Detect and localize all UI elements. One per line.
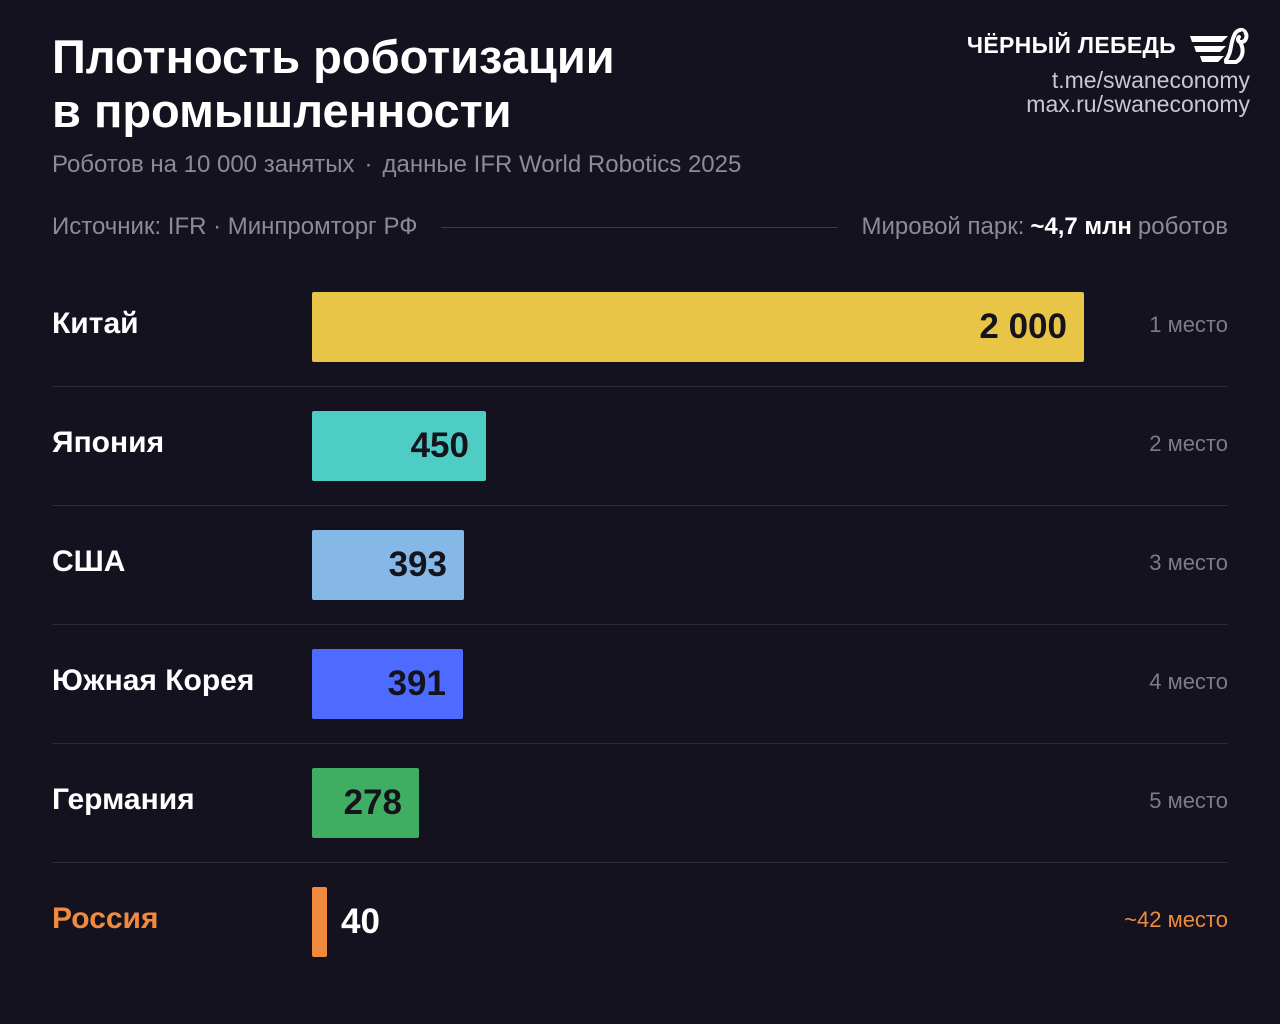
fleet-prefix: Мировой парк: [861, 213, 1025, 240]
swan-logo-icon [1190, 27, 1249, 64]
telegram-link[interactable]: t.me/swaneconomy [1051, 67, 1250, 93]
chart-row: Южная Корея 391 4 место [52, 625, 1228, 744]
rank-label: 5 место [1149, 788, 1228, 813]
max-link[interactable]: max.ru/swaneconomy [1026, 91, 1250, 117]
rank-label: 1 место [1149, 312, 1228, 337]
title-line-2: в промышленности [52, 84, 512, 137]
chart-row: Япония 450 2 место [52, 387, 1228, 506]
country-label: Россия [52, 902, 159, 935]
bar [312, 649, 463, 719]
country-label: Япония [52, 426, 165, 459]
meta-divider [441, 226, 838, 228]
brand-header: ЧЁРНЫЙ ЛЕБЕДЬ [967, 22, 1250, 68]
country-label: Китай [52, 307, 139, 340]
page-subtitle: Роботов на 10 000 занятых · данные IFR Wor… [52, 151, 741, 179]
bar [312, 411, 486, 481]
bar-value-label: 391 [387, 664, 446, 703]
chart-row: Китай 2 000 1 место [52, 268, 1228, 387]
title-line-1: Плотность роботизации [52, 30, 615, 83]
chart-row: Россия 40 ~42 место [52, 863, 1228, 982]
subtitle-units: Роботов на 10 000 занятых [52, 151, 355, 178]
rank-label: 2 место [1149, 431, 1228, 456]
page-title: Плотность роботизации в промышленности [52, 30, 615, 138]
bar [312, 768, 419, 838]
chart-row: Германия 278 5 место [52, 744, 1228, 863]
subtitle-separator: · [364, 151, 373, 178]
rank-label: 3 место [1149, 550, 1228, 575]
country-label: Южная Корея [52, 664, 255, 697]
country-label: США [52, 545, 126, 578]
bar [312, 887, 327, 957]
brand-block: ЧЁРНЫЙ ЛЕБЕДЬ t.me/swaneconomy max.ru/sw… [967, 22, 1250, 116]
rank-label: ~42 место [1124, 907, 1228, 932]
chart-row: США 393 3 место [52, 506, 1228, 625]
bar-chart: Китай 2 000 1 место Япония 450 2 место США 393 3… [52, 268, 1228, 982]
bar-value-label: 278 [343, 783, 402, 822]
bar-value-label: 450 [410, 426, 469, 465]
bar-value-label: 393 [388, 545, 447, 584]
fleet-suffix: роботов [1137, 213, 1228, 240]
bar [312, 530, 464, 600]
source-note: Источник: IFR · Минпромторг РФ [52, 213, 418, 240]
fleet-value: ~4,7 млн [1030, 213, 1132, 240]
rank-label: 4 место [1149, 669, 1228, 694]
bar-value-label: 2 000 [979, 307, 1067, 346]
bar [312, 292, 1084, 362]
brand-name: ЧЁРНЫЙ ЛЕБЕДЬ [966, 31, 1176, 58]
country-label: Германия [52, 783, 195, 816]
bar-value-label: 40 [341, 902, 380, 941]
meta-row: Источник: IFR · Минпромторг РФ Мировой п… [52, 212, 1228, 242]
subtitle-data-source: данные IFR World Robotics 2025 [382, 151, 742, 178]
